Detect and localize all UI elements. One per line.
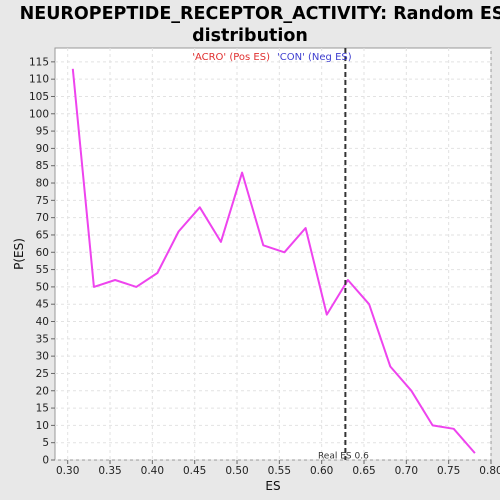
x-tick-label: 0.35 — [98, 465, 121, 477]
y-tick-label: 15 — [36, 403, 49, 415]
y-tick-label: 20 — [36, 385, 49, 397]
real-es-label: Real ES 0.6 — [318, 452, 369, 462]
x-tick-label: 0.80 — [479, 465, 500, 477]
x-tick-label: 0.40 — [141, 465, 164, 477]
chart-title-line2: distribution — [192, 26, 308, 46]
gridlines — [55, 48, 492, 461]
y-tick-label: 10 — [36, 420, 49, 432]
y-tick-label: 90 — [36, 143, 49, 155]
legend-neg-es: 'CON' (Neg ES) — [277, 52, 352, 63]
series-line — [71, 68, 476, 454]
y-tick-label: 35 — [36, 333, 49, 345]
y-tick-label: 100 — [29, 108, 49, 120]
y-tick-label: 25 — [36, 368, 49, 380]
x-tick-label: 0.75 — [437, 465, 460, 477]
y-tick-label: 105 — [29, 91, 49, 103]
x-axis-ticks: 0.30 0.35 0.40 0.45 0.50 0.55 0.60 0.65 0.70 0.75… — [56, 460, 500, 477]
x-tick-label: 0.60 — [310, 465, 333, 477]
y-tick-label: 45 — [36, 299, 49, 311]
y-tick-label: 65 — [36, 229, 49, 241]
y-tick-label: 110 — [29, 74, 49, 86]
y-tick-label: 30 — [36, 351, 49, 363]
y-tick-label: 95 — [36, 126, 49, 138]
y-tick-label: 60 — [36, 247, 49, 259]
x-tick-label: 0.50 — [225, 465, 248, 477]
chart-title-line1: NEUROPEPTIDE_RECEPTOR_ACTIVITY: Random E… — [20, 4, 500, 24]
y-axis-ticks: 0 5 10 15 20 25 30 35 40 45 50 55 60 65 70 75 80 85 90 95 10… — [29, 56, 55, 467]
y-tick-label: 85 — [36, 160, 49, 172]
y-tick-label: 115 — [29, 56, 49, 68]
series-layer — [71, 68, 476, 454]
y-tick-label: 75 — [36, 195, 49, 207]
x-tick-label: 0.45 — [183, 465, 206, 477]
y-tick-label: 70 — [36, 212, 49, 224]
x-tick-label: 0.70 — [395, 465, 418, 477]
y-tick-label: 5 — [42, 437, 49, 449]
y-tick-label: 50 — [36, 281, 49, 293]
legend-pos-es: 'ACRO' (Pos ES) — [192, 52, 270, 63]
y-axis-label: P(ES) — [12, 238, 26, 270]
x-tick-label: 0.30 — [56, 465, 79, 477]
plot-area — [54, 47, 492, 461]
y-tick-label: 80 — [36, 178, 49, 190]
y-tick-label: 0 — [42, 455, 49, 467]
x-axis-label: ES — [265, 479, 280, 493]
y-tick-label: 55 — [36, 264, 49, 276]
x-tick-label: 0.55 — [268, 465, 291, 477]
y-tick-label: 40 — [36, 316, 49, 328]
x-tick-label: 0.65 — [352, 465, 375, 477]
